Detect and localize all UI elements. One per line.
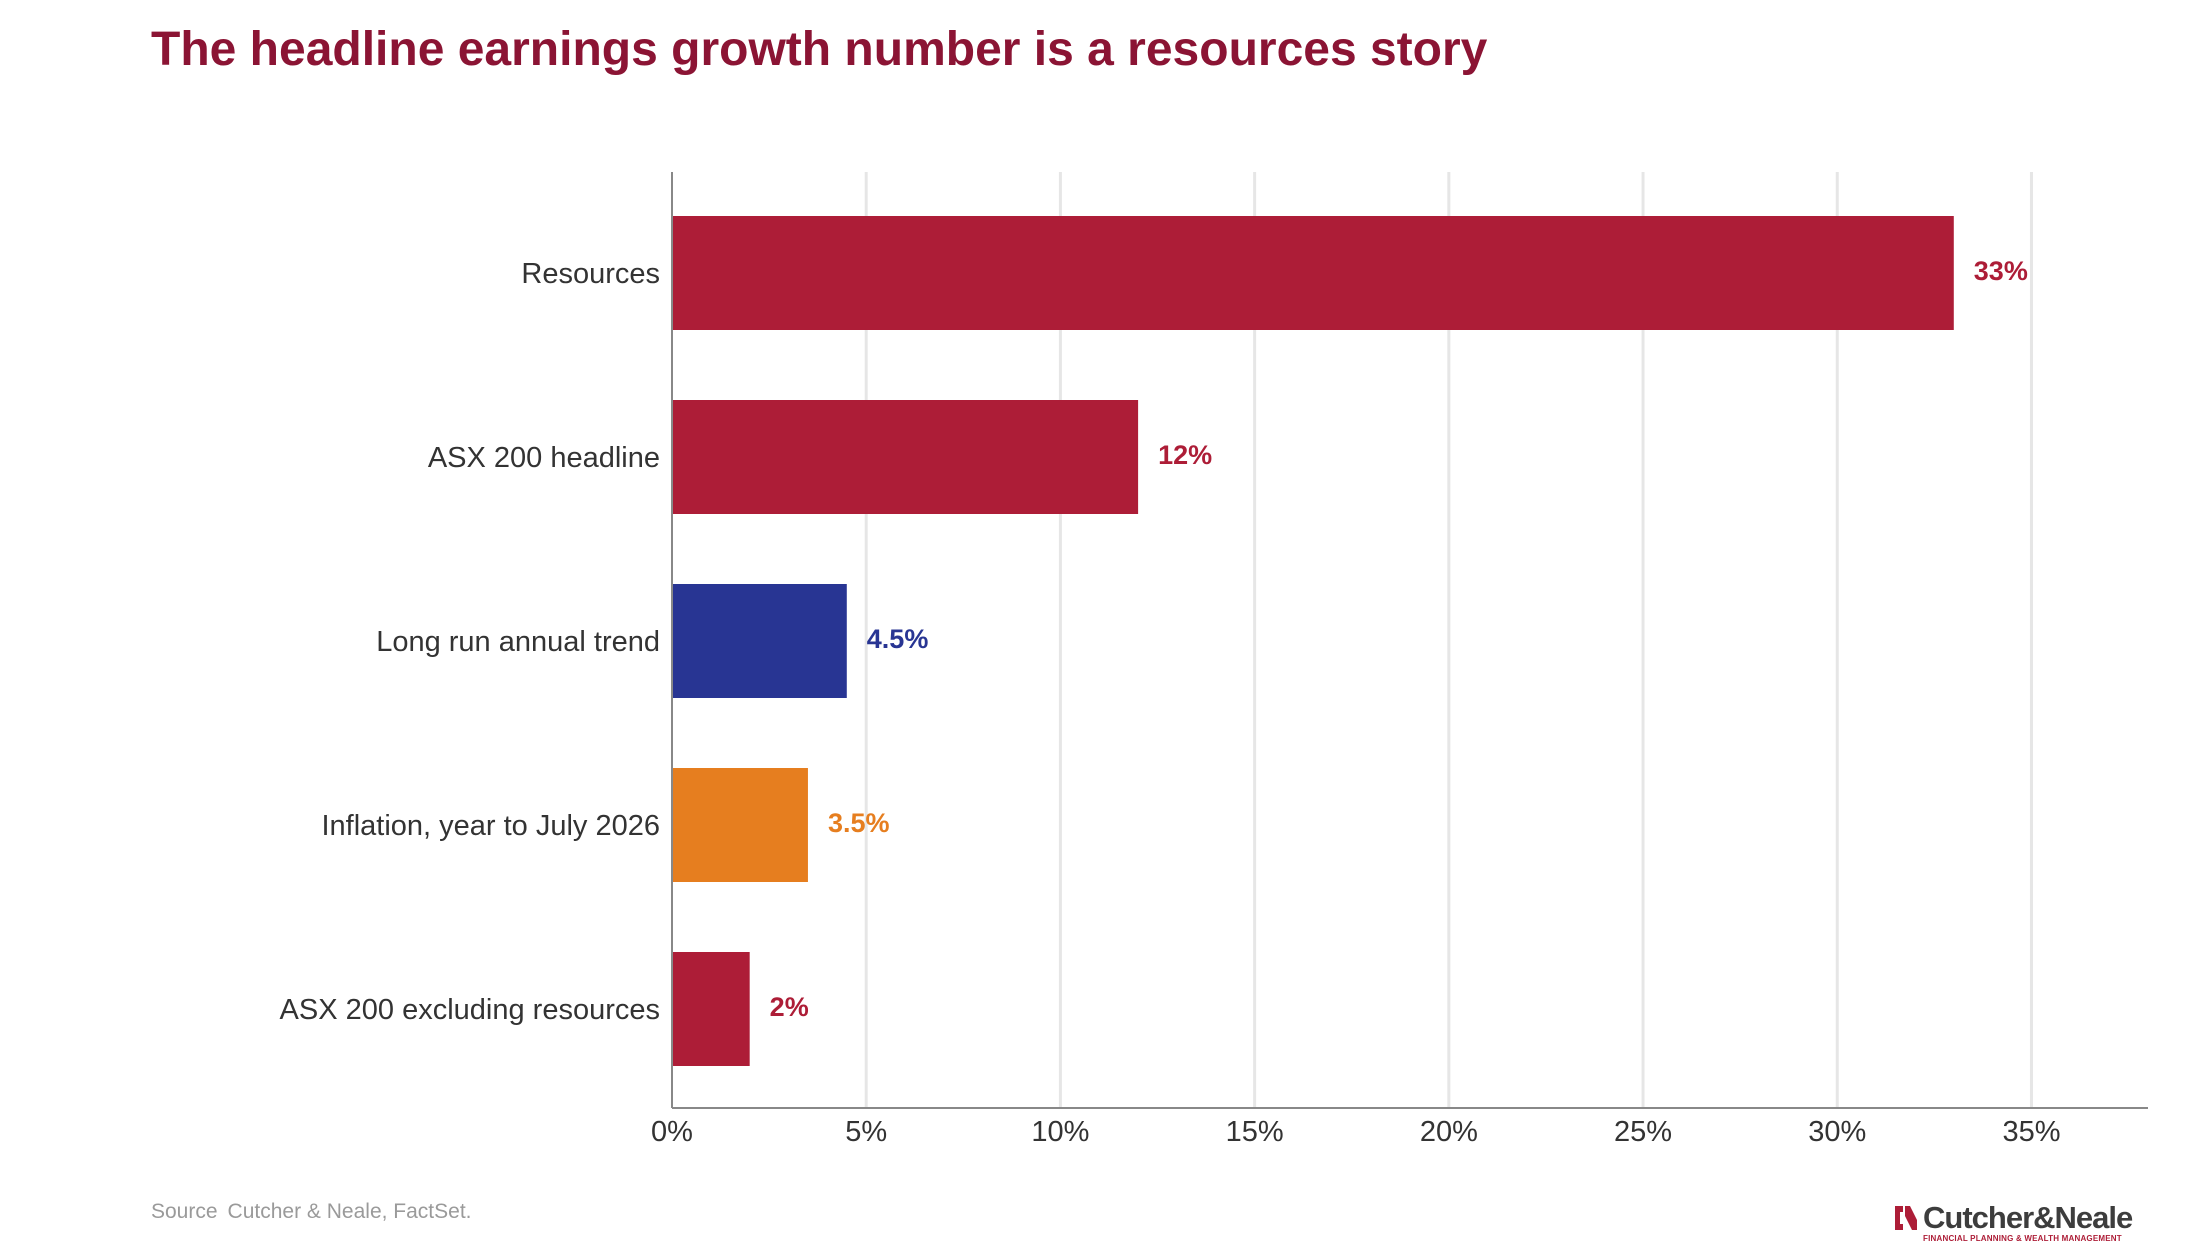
- category-label: Resources: [521, 258, 660, 290]
- x-tick-label: 10%: [1031, 1116, 1089, 1148]
- source-note: Source Cutcher & Neale, FactSet.: [151, 1200, 472, 1224]
- x-tick-label: 25%: [1614, 1116, 1672, 1148]
- data-label: 2%: [770, 992, 809, 1022]
- source-text: Cutcher & Neale, FactSet.: [227, 1200, 472, 1223]
- cutcher-neale-logo: Cutcher&Neale FINANCIAL PLANNING & WEALT…: [1893, 1200, 2133, 1244]
- x-tick-label: 35%: [2002, 1116, 2060, 1148]
- chart-title: The headline earnings growth number is a…: [151, 23, 1488, 76]
- category-label: ASX 200 headline: [428, 442, 660, 474]
- category-label: ASX 200 excluding resources: [280, 994, 660, 1026]
- logo-name: Cutcher&Neale: [1923, 1200, 2133, 1235]
- category-label: Inflation, year to July 2026: [321, 810, 660, 842]
- data-label: 12%: [1158, 440, 1212, 470]
- bar: [672, 768, 808, 882]
- x-tick-label: 30%: [1808, 1116, 1866, 1148]
- bar: [672, 584, 847, 698]
- data-label: 33%: [1974, 256, 2028, 286]
- logo-mark-icon: [1895, 1206, 1917, 1230]
- x-tick-label: 20%: [1420, 1116, 1478, 1148]
- bar: [672, 400, 1139, 514]
- logo-tagline: FINANCIAL PLANNING & WEALTH MANAGEMENT: [1923, 1234, 2122, 1243]
- x-tick-label: 0%: [651, 1116, 693, 1148]
- x-tick-label: 15%: [1226, 1116, 1284, 1148]
- bar: [672, 952, 750, 1066]
- category-label: Long run annual trend: [376, 626, 660, 658]
- x-tick-label: 5%: [845, 1116, 887, 1148]
- data-label: 4.5%: [867, 624, 929, 654]
- data-label: 3.5%: [828, 808, 890, 838]
- source-label: Source: [151, 1200, 218, 1223]
- bar: [672, 216, 1954, 330]
